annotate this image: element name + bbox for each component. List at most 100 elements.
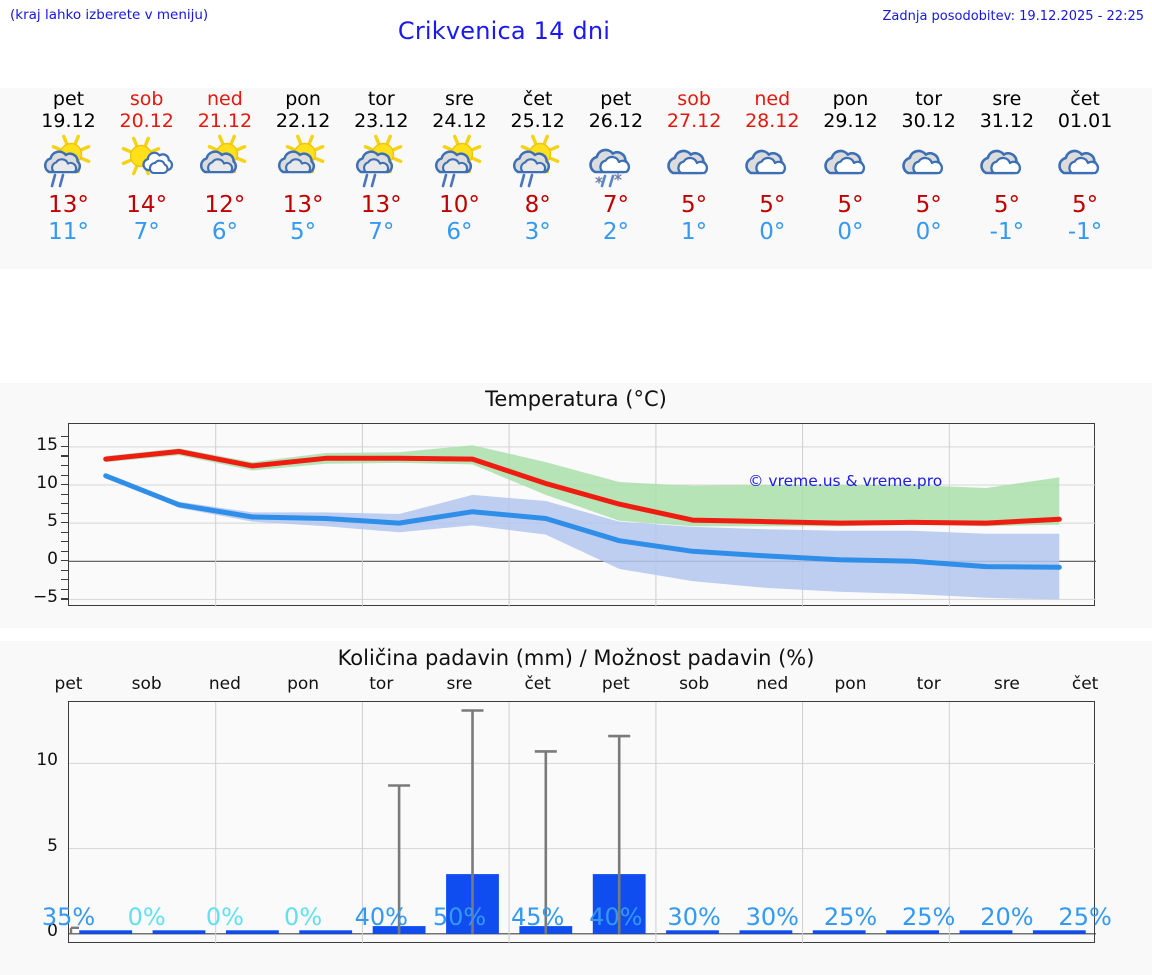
forecast-temp-max: 5°	[837, 192, 864, 218]
forecast-day-6[interactable]: sre 24.12 10° 6°	[421, 88, 499, 245]
precipitation-day-label: pon	[287, 674, 320, 694]
forecast-day-name: pet	[52, 88, 85, 110]
forecast-day-8[interactable]: pet 26.12 7° 2°	[577, 88, 655, 245]
temperature-section: Temperatura (°C) 15 10 5 0 −5 © vreme.us & v…	[0, 383, 1152, 628]
forecast-day-date: 25.12	[510, 110, 565, 132]
forecast-temp-max: 5°	[759, 192, 786, 218]
forecast-temp-min: 2°	[602, 219, 629, 245]
forecast-day-name: sob	[129, 88, 164, 110]
forecast-temp-max: 14°	[126, 192, 168, 218]
forecast-day-name: ned	[754, 88, 791, 110]
temperature-axis-tick	[61, 588, 68, 590]
precipitation-probability: 45%	[511, 903, 565, 931]
temperature-y-tick: 15	[36, 434, 58, 455]
temperature-axis-tick	[61, 474, 68, 476]
forecast-day-name: sre	[992, 88, 1022, 110]
last-updated: Zadnja posodobitev: 19.12.2025 - 22:25	[882, 9, 1144, 24]
precipitation-day-label: sre	[993, 674, 1020, 694]
forecast-day-name: pon	[285, 88, 321, 110]
forecast-temp-min: 1°	[681, 219, 708, 245]
weather-sun-cloud-icon	[264, 134, 342, 192]
forecast-day-date: 31.12	[979, 110, 1035, 132]
forecast-temp-min: 5°	[290, 219, 317, 245]
forecast-day-date: 26.12	[588, 110, 644, 132]
precipitation-day-label: sob	[679, 674, 710, 694]
forecast-day-14[interactable]: čet 01.01 5° -1°	[1046, 88, 1124, 245]
forecast-day-5[interactable]: tor 23.12 13° 7°	[342, 88, 420, 245]
forecast-temp-max: 5°	[993, 192, 1020, 218]
forecast-temp-max: 13°	[48, 192, 89, 218]
forecast-day-name: pon	[832, 88, 869, 110]
forecast-day-date: 20.12	[119, 110, 174, 132]
precipitation-day-label: sob	[131, 674, 162, 694]
weather-cloud-sleet-icon	[577, 134, 655, 192]
forecast-day-date: 23.12	[354, 110, 409, 132]
forecast-temp-min: 0°	[915, 219, 942, 245]
temperature-axis-tick	[61, 560, 68, 562]
precipitation-day-label: čet	[524, 674, 551, 694]
precipitation-probability: 35%	[41, 903, 96, 931]
page-header: (kraj lahko izberete v meniju) Crikvenic…	[0, 0, 1152, 46]
forecast-day-date: 28.12	[745, 110, 800, 132]
forecast-day-2[interactable]: sob 20.12 14° 7°	[108, 88, 186, 245]
precipitation-probability: 25%	[1058, 903, 1112, 931]
temperature-axis-tick	[61, 455, 68, 457]
temperature-axis-tick	[61, 541, 68, 543]
forecast-day-13[interactable]: sre 31.12 5° -1°	[968, 88, 1046, 245]
forecast-day-12[interactable]: tor 30.12 5° 0°	[890, 88, 968, 245]
forecast-temp-max: 5°	[915, 192, 942, 218]
forecast-day-4[interactable]: pon 22.12 13° 5°	[264, 88, 342, 245]
temperature-plot	[68, 423, 1096, 607]
forecast-day-10[interactable]: ned 28.12 5° 0°	[733, 88, 811, 245]
weather-overcast-icon	[655, 134, 733, 192]
forecast-day-1[interactable]: pet 19.12 13° 11°	[30, 88, 108, 245]
temperature-y-tick: 10	[36, 473, 58, 493]
weather-overcast-icon	[890, 134, 968, 192]
forecast-day-7[interactable]: čet 25.12 8° 3°	[499, 88, 577, 245]
forecast-day-date: 22.12	[275, 110, 331, 132]
forecast-day-name: sre	[445, 88, 474, 110]
forecast-temp-max: 7°	[602, 192, 629, 218]
precipitation-probability: 30%	[667, 903, 721, 931]
forecast-temp-max: 13°	[360, 192, 402, 218]
temperature-axis-tick	[61, 484, 68, 486]
precipitation-day-label: sre	[446, 674, 473, 694]
weather-sun-cloud-rain-icon	[499, 134, 577, 192]
forecast-day-date: 27.12	[666, 110, 722, 132]
temperature-axis-tick	[61, 569, 68, 571]
precipitation-day-label: pet	[54, 674, 83, 694]
precipitation-probability: 30%	[745, 903, 799, 931]
temperature-axis-tick	[61, 445, 68, 448]
temperature-y-tick: 5	[47, 511, 58, 532]
precipitation-y-tick: 5	[47, 835, 58, 856]
precipitation-y-tick: 10	[36, 750, 58, 771]
forecast-day-date: 30.12	[901, 110, 956, 132]
precipitation-day-label: pet	[601, 674, 630, 694]
temperature-chart-title: Temperatura (°C)	[485, 387, 667, 411]
copyright-label: © vreme.us & vreme.pro	[748, 472, 943, 490]
forecast-day-name: čet	[1070, 88, 1100, 110]
temperature-axis-tick	[61, 522, 68, 524]
precipitation-plot	[68, 701, 1096, 944]
precipitation-probability: 0%	[205, 903, 244, 931]
forecast-temp-min: 6°	[446, 219, 473, 245]
forecast-temp-min: 7°	[368, 219, 395, 245]
forecast-day-11[interactable]: pon 29.12 5° 0°	[812, 88, 890, 245]
forecast-temp-max: 13°	[282, 192, 324, 218]
forecast-day-9[interactable]: sob 27.12 5° 1°	[655, 88, 733, 245]
precipitation-day-label: pon	[834, 674, 867, 694]
forecast-day-3[interactable]: ned 21.12 12° 6°	[186, 88, 264, 245]
forecast-temp-min: 0°	[759, 219, 786, 245]
weather-overcast-icon	[1046, 134, 1124, 192]
temperature-axis-tick	[61, 436, 68, 438]
forecast-day-date: 29.12	[823, 110, 878, 132]
forecast-day-name: sob	[677, 88, 711, 110]
weather-sun-cloud-rain-icon	[342, 134, 420, 192]
forecast-temp-min: 7°	[133, 219, 160, 245]
weather-sun-cloud-rain-icon	[421, 134, 499, 192]
temperature-axis-tick	[61, 579, 68, 581]
precipitation-day-label: ned	[756, 674, 789, 694]
weather-overcast-icon	[968, 134, 1046, 192]
forecast-temp-min: 6°	[211, 219, 238, 245]
forecast-temp-min: 3°	[524, 219, 551, 245]
